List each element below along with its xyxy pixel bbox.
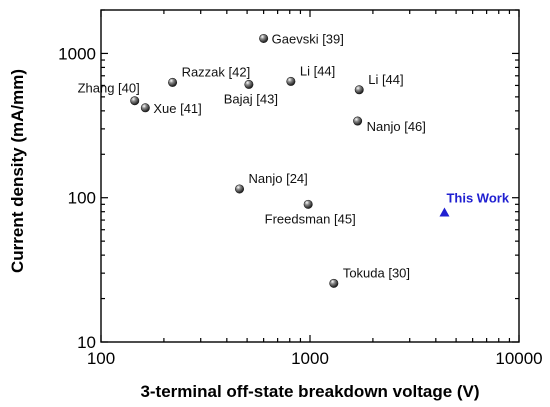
- data-point: [244, 79, 254, 89]
- data-point: [235, 184, 245, 194]
- data-point-label: Li [44]: [300, 63, 335, 78]
- data-point-label: Gaevski [39]: [272, 31, 344, 46]
- data-point: [353, 116, 363, 126]
- data-points: Gaevski [39] Razzak [42] Li [44] Li [44] Zha…: [78, 31, 510, 288]
- data-point-label: Tokuda [30]: [343, 265, 410, 280]
- data-point: [168, 77, 178, 87]
- data-point-label: Bajaj [43]: [224, 91, 278, 106]
- highlight-marker: [439, 207, 450, 217]
- data-point: [329, 278, 339, 288]
- y-tick-label: 100: [68, 189, 96, 208]
- data-point: [130, 96, 140, 106]
- data-point: [303, 199, 313, 209]
- data-point: [286, 76, 296, 86]
- data-point-label: Freedsman [45]: [265, 211, 356, 226]
- x-tick-label: 1000: [291, 349, 329, 368]
- x-axis-title: 3-terminal off-state breakdown voltage (…: [140, 382, 479, 401]
- data-point-label: Li [44]: [368, 72, 403, 87]
- data-point-label: Zhang [40]: [78, 81, 140, 96]
- data-point-label: Nanjo [46]: [367, 119, 426, 134]
- x-tick-label: 10000: [495, 349, 542, 368]
- axis-ticks: [100, 9, 520, 343]
- data-point-label: Razzak [42]: [182, 64, 251, 79]
- data-point: [140, 103, 150, 113]
- data-point-label: Nanjo [24]: [249, 171, 308, 186]
- data-point: [354, 85, 364, 95]
- y-tick-label: 1000: [58, 44, 96, 63]
- plot-frame: [100, 9, 520, 343]
- y-axis-title: Current density (mA/mm): [8, 69, 27, 273]
- y-tick-label: 10: [77, 333, 96, 352]
- highlight-label: This Work: [446, 190, 509, 205]
- data-point: [259, 33, 269, 43]
- x-tick-label: 100: [87, 349, 115, 368]
- data-point-label: Xue [41]: [153, 101, 201, 116]
